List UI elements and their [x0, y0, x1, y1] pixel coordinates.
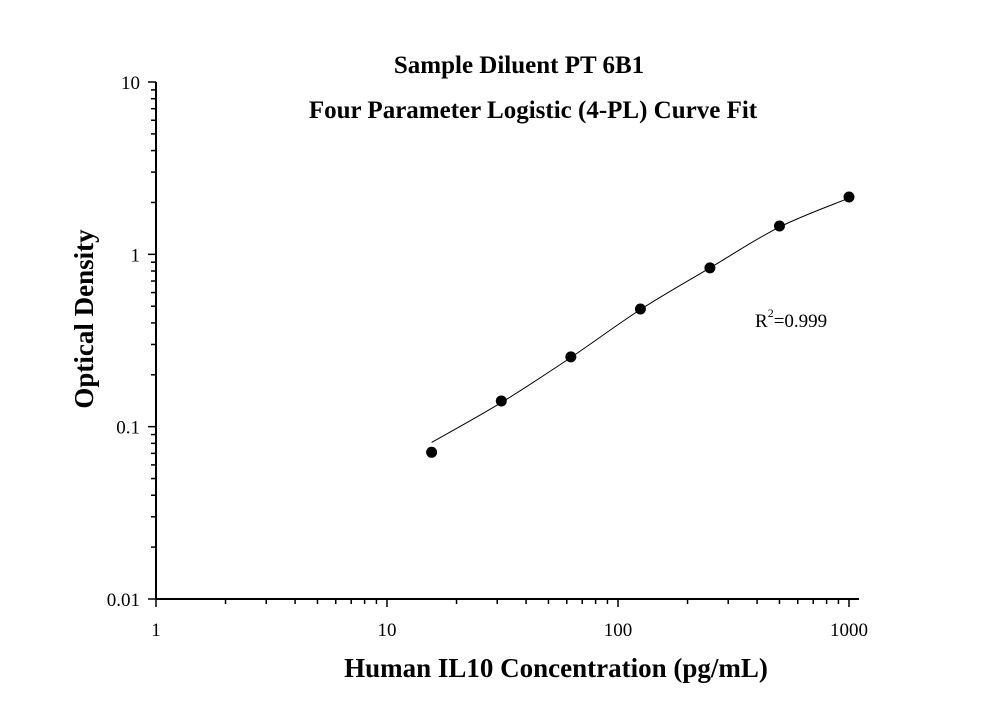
x-axis-label: Human IL10 Concentration (pg/mL) — [344, 653, 768, 683]
axes: 1 10 100 1000 0.01 0.1 1 10 — [107, 73, 868, 641]
x-tick-label: 1000 — [830, 620, 868, 641]
y-tick-label: 0.01 — [107, 590, 140, 611]
data-point — [565, 351, 577, 363]
y-tick-label: 10 — [121, 73, 140, 94]
x-tick-label: 10 — [378, 620, 397, 641]
data-point — [426, 446, 438, 458]
data-point — [495, 395, 507, 407]
chart-title: Sample Diluent PT 6B1 — [394, 52, 644, 79]
y-axis-label: Optical Density — [69, 229, 99, 409]
x-tick-label: 1 — [151, 620, 161, 641]
data-point — [704, 262, 716, 274]
data-point — [634, 303, 646, 315]
y-tick-label: 1 — [131, 245, 141, 266]
r-squared-annotation: R2=0.999 — [755, 306, 827, 332]
data-point — [843, 191, 855, 203]
data-points — [426, 191, 855, 458]
data-point — [773, 220, 785, 232]
chart-subtitle: Four Parameter Logistic (4-PL) Curve Fit — [309, 97, 758, 124]
x-tick-label: 100 — [604, 620, 633, 641]
y-tick-label: 0.1 — [116, 418, 140, 439]
